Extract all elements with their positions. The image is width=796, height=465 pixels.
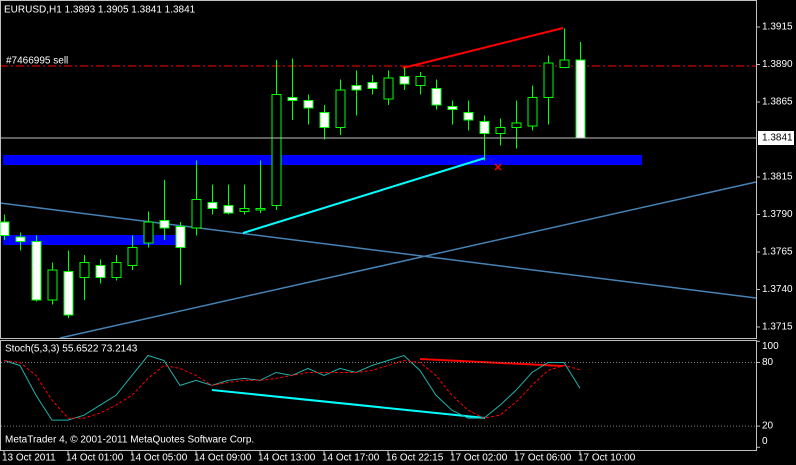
y-tick-label: 0 — [762, 436, 768, 447]
y-tick-label: 1.3865 — [762, 97, 793, 108]
indicator-title: Stoch(5,3,3) 55.6522 73.2143 — [5, 344, 138, 355]
trend-line — [59, 181, 757, 339]
order-marker — [494, 163, 502, 171]
x-tick-label: 17 Oct 06:00 — [514, 453, 572, 464]
copyright: MetaTrader 4, © 2001-2011 MetaQuotes Sof… — [5, 435, 254, 446]
y-tick-label: 20 — [762, 421, 774, 432]
divergence-line — [419, 358, 564, 367]
candle-body — [431, 88, 442, 106]
candle-body — [303, 100, 314, 109]
x-tick-label: 14 Oct 09:00 — [194, 453, 252, 464]
x-tick-label: 13 Oct 2011 — [2, 453, 56, 464]
divergence-line — [211, 389, 486, 419]
candle-body — [47, 269, 58, 301]
candle-body — [559, 59, 570, 68]
candle-body — [95, 265, 106, 278]
x-tick-label: 17 Oct 02:00 — [450, 453, 508, 464]
candle-body — [111, 262, 122, 278]
candle-body — [159, 220, 170, 229]
candle-body — [543, 62, 554, 98]
candle-body — [31, 241, 42, 301]
bid-label: 1.3841 — [762, 133, 793, 144]
candle-body — [127, 247, 138, 266]
price-frame — [0, 0, 757, 339]
y-tick-label: 1.3890 — [762, 59, 793, 70]
y-tick-label: 1.3715 — [762, 322, 793, 333]
x-tick-label: 14 Oct 13:00 — [258, 453, 316, 464]
candle-body — [495, 127, 506, 134]
candle-body — [335, 89, 346, 128]
order-label: #7466995 sell — [6, 56, 68, 67]
candle-body — [63, 271, 74, 316]
divergence-line — [402, 27, 564, 69]
y-tick-label: 1.3740 — [762, 284, 793, 295]
candle-body — [463, 112, 474, 121]
y-tick-label: 1.3790 — [762, 209, 793, 220]
candle-body — [255, 208, 266, 211]
candle-body — [175, 226, 186, 248]
x-tick-label: 14 Oct 01:00 — [66, 453, 124, 464]
zone-rect — [3, 235, 180, 245]
candle-body — [351, 85, 362, 91]
divergence-line — [242, 157, 486, 234]
candle-body — [415, 76, 426, 86]
candle-body — [0, 221, 10, 236]
candle-body — [207, 202, 218, 209]
x-tick-label: 16 Oct 22:15 — [386, 453, 444, 464]
y-tick-label: 80 — [762, 357, 774, 368]
x-tick-label: 14 Oct 17:00 — [322, 453, 380, 464]
trend-line — [0, 202, 757, 299]
candle-body — [479, 121, 490, 134]
candle-body — [287, 97, 298, 101]
y-tick-label: 1.3765 — [762, 247, 793, 258]
chart-title: EURUSD,H1 1.3893 1.3905 1.3841 1.3841 — [4, 5, 196, 16]
bid-label-box — [758, 131, 794, 145]
y-tick-label: 1.3815 — [762, 172, 793, 183]
candle-body — [15, 236, 26, 242]
candle-body — [399, 76, 410, 85]
candle-body — [143, 221, 154, 244]
zone-rect — [3, 155, 642, 165]
y-tick-label: 1.3915 — [762, 22, 793, 33]
candle-body — [271, 94, 282, 206]
candle-body — [527, 97, 538, 127]
candle-body — [367, 82, 378, 89]
candle-body — [223, 205, 234, 214]
y-tick-label: 100 — [762, 341, 779, 352]
candle-body — [239, 208, 250, 212]
candle-body — [383, 77, 394, 100]
stoch-line — [3, 359, 581, 419]
x-tick-label: 17 Oct 10:00 — [578, 453, 636, 464]
candle-body — [319, 112, 330, 128]
candle-body — [575, 59, 586, 139]
x-tick-label: 14 Oct 05:00 — [130, 453, 188, 464]
candle-body — [79, 262, 90, 278]
candle-body — [447, 106, 458, 110]
candle-body — [511, 122, 522, 128]
candle-body — [191, 199, 202, 229]
indicator-frame — [0, 340, 757, 451]
